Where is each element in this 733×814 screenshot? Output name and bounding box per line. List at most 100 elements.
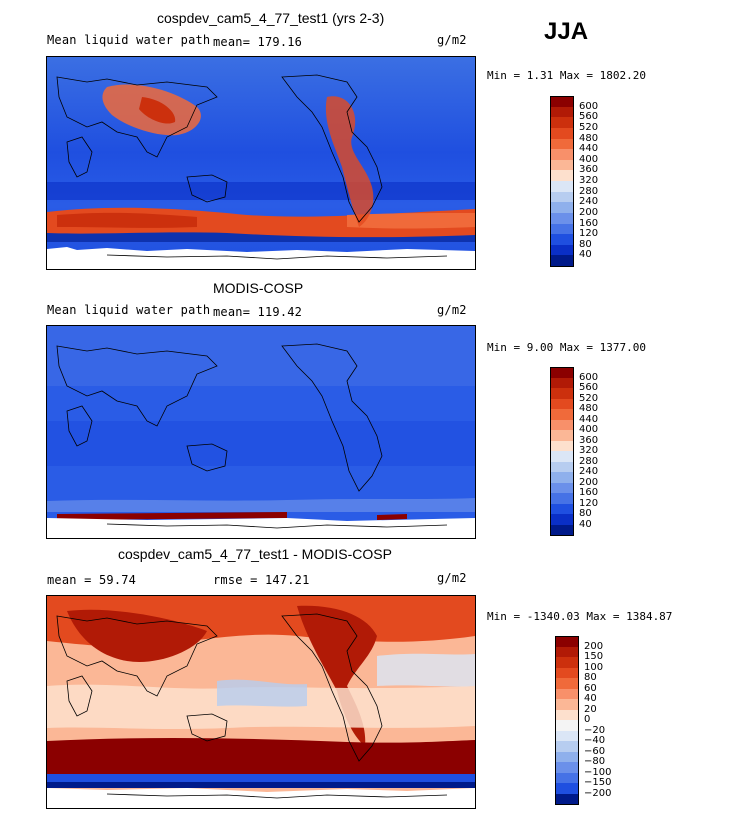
colorbar-swatch bbox=[550, 181, 574, 193]
colorbar-swatch bbox=[550, 482, 574, 494]
panel-model-minmax: Min = 1.31 Max = 1802.20 bbox=[487, 69, 646, 82]
colorbar-swatch bbox=[555, 720, 579, 731]
colorbar-tick-label: 600 bbox=[579, 100, 599, 112]
colorbar-tick-label: 40 bbox=[584, 693, 597, 704]
panel-obs-minmax: Min = 9.00 Max = 1377.00 bbox=[487, 341, 646, 354]
colorbar-tick-label: 120 bbox=[579, 228, 599, 240]
colorbar-tick-label: 440 bbox=[579, 413, 599, 425]
colorbar-swatch bbox=[555, 793, 579, 805]
colorbar-swatch bbox=[550, 388, 574, 399]
colorbar-tick-label: 400 bbox=[579, 424, 599, 435]
colorbar-tick-label: 120 bbox=[579, 497, 599, 509]
colorbar-tick-label: 100 bbox=[584, 661, 604, 673]
colorbar-tick-label: 560 bbox=[579, 382, 599, 393]
colorbar-tick-label: 200 bbox=[579, 206, 599, 218]
panel-diff-minmax: Min = -1340.03 Max = 1384.87 bbox=[487, 610, 673, 623]
colorbar-tick-label: 0 bbox=[584, 714, 591, 725]
colorbar-swatch bbox=[550, 419, 574, 431]
colorbar-swatch bbox=[550, 117, 574, 129]
colorbar-tick-label: 20 bbox=[584, 703, 597, 715]
colorbar-swatch bbox=[550, 503, 574, 515]
colorbar-swatch bbox=[550, 440, 574, 452]
colorbar-swatch bbox=[555, 741, 579, 752]
colorbar-swatch bbox=[550, 514, 574, 525]
colorbar-swatch bbox=[555, 783, 579, 794]
colorbar-tick-label: −40 bbox=[584, 735, 606, 746]
colorbar-swatch bbox=[550, 138, 574, 150]
panel-model-map-graphic bbox=[47, 57, 475, 269]
colorbar-swatch bbox=[550, 377, 574, 389]
panel-model-title: cospdev_cam5_4_77_test1 (yrs 2-3) bbox=[157, 10, 385, 26]
colorbar-tick-label: 40 bbox=[579, 518, 592, 530]
colorbar-swatch bbox=[550, 96, 574, 108]
colorbar-tick-label: 360 bbox=[579, 434, 599, 446]
colorbar-swatch bbox=[550, 255, 574, 267]
colorbar-tick-label: 160 bbox=[579, 487, 599, 498]
season-label: JJA bbox=[544, 18, 589, 45]
panel-obs-units-label: g/m2 bbox=[437, 303, 467, 317]
panel-model-variable-label: Mean liquid water path bbox=[47, 33, 211, 47]
colorbar-swatch bbox=[555, 762, 579, 773]
colorbar-swatch bbox=[555, 730, 579, 742]
panel-diff-rmse-label: rmse = 147.21 bbox=[213, 573, 310, 587]
colorbar-tick-label: 150 bbox=[584, 651, 604, 662]
colorbar-swatch bbox=[550, 127, 574, 139]
colorbar-tick-label: 80 bbox=[584, 672, 597, 683]
colorbar-tick-label: 280 bbox=[579, 455, 599, 467]
panel-obs-variable-label: Mean liquid water path bbox=[47, 303, 211, 317]
colorbar-swatch bbox=[555, 772, 579, 784]
colorbar-swatch bbox=[555, 699, 579, 710]
colorbar-tick-label: −100 bbox=[584, 766, 612, 778]
panel-diff-map-graphic bbox=[47, 596, 475, 808]
colorbar-tick-label: −80 bbox=[584, 756, 606, 767]
colorbar-swatch bbox=[550, 170, 574, 182]
colorbar-swatch bbox=[550, 149, 574, 161]
colorbar-swatch bbox=[550, 409, 574, 420]
colorbar-tick-label: 520 bbox=[579, 121, 599, 133]
colorbar-swatch bbox=[550, 398, 574, 410]
colorbar-tick-label: 240 bbox=[579, 196, 599, 208]
colorbar-tick-label: 80 bbox=[579, 508, 592, 519]
colorbar-tick-label: 480 bbox=[579, 403, 599, 414]
colorbar-swatch bbox=[550, 367, 574, 378]
colorbar-swatch bbox=[555, 688, 579, 700]
panel-model-mean-label: mean= 179.16 bbox=[213, 35, 303, 49]
colorbar-tick-label: −20 bbox=[584, 724, 606, 736]
colorbar-tick-label: 400 bbox=[579, 153, 599, 165]
colorbar-tick-label: 360 bbox=[579, 164, 599, 176]
colorbar-swatch bbox=[555, 646, 579, 658]
colorbar-tick-label: −150 bbox=[584, 777, 612, 788]
panel-diff-mean-label: mean = 59.74 bbox=[47, 573, 137, 587]
panel-diff-units-label: g/m2 bbox=[437, 571, 467, 585]
colorbar-swatch bbox=[550, 493, 574, 504]
colorbar-tick-label: 40 bbox=[579, 249, 592, 261]
colorbar-swatch bbox=[550, 524, 574, 536]
colorbar-swatch bbox=[550, 159, 574, 171]
colorbar-swatch bbox=[550, 106, 574, 118]
colorbar-swatch bbox=[555, 667, 579, 679]
colorbar-tick-label: −60 bbox=[584, 745, 606, 757]
colorbar-tick-label: 160 bbox=[579, 217, 599, 229]
panel-diff-map bbox=[46, 595, 476, 809]
colorbar-tick-label: 520 bbox=[579, 392, 599, 404]
colorbar-swatch bbox=[550, 451, 574, 462]
colorbar-swatch bbox=[550, 234, 574, 246]
colorbar-swatch bbox=[555, 678, 579, 689]
colorbar-tick-label: 200 bbox=[584, 640, 604, 652]
panel-model-map bbox=[46, 56, 476, 270]
panel-model-units-label: g/m2 bbox=[437, 33, 467, 47]
panel-model-colorbar: 600 560 520 480 440 400 360 320 280 240 200 160 120 8… bbox=[550, 96, 610, 267]
colorbar-swatch bbox=[550, 191, 574, 203]
colorbar-swatch bbox=[550, 430, 574, 441]
colorbar-tick-label: 320 bbox=[579, 175, 599, 186]
colorbar-swatch bbox=[555, 709, 579, 721]
colorbar-swatch bbox=[555, 657, 579, 668]
colorbar-swatch bbox=[555, 636, 579, 647]
panel-obs-map-graphic bbox=[47, 326, 475, 538]
panel-obs-mean-label: mean= 119.42 bbox=[213, 305, 303, 319]
colorbar-swatch bbox=[550, 461, 574, 473]
colorbar-tick-label: 480 bbox=[579, 132, 599, 144]
panel-obs-title: MODIS-COSP bbox=[213, 280, 304, 296]
colorbar-tick-label: 440 bbox=[579, 143, 599, 155]
panel-diff-colorbar: 200 150 100 80 60 40 20 0 −20 −40 −60 −80 −100 −150 −2… bbox=[555, 636, 615, 805]
